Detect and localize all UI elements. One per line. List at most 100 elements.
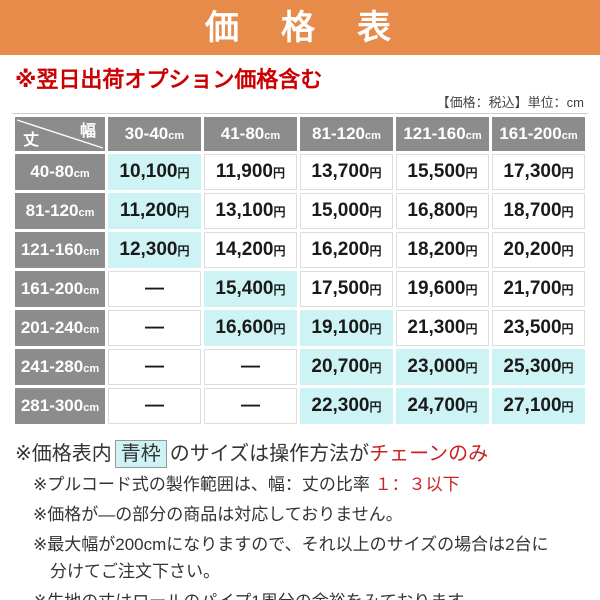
table-row: 81-120cm 11,200円 13,100円 15,000円 16,800円… (15, 192, 585, 229)
row-header: 241-280cm (15, 348, 105, 385)
price-cell: 16,600円 (203, 309, 297, 346)
row-header: 161-200cm (15, 270, 105, 307)
price-amount: ― (144, 394, 164, 416)
price-cell: 15,000円 (299, 192, 393, 229)
row-header: 81-120cm (15, 192, 105, 229)
price-unit: 円 (561, 282, 574, 297)
price-amount: 16,200 (311, 238, 370, 260)
price-amount: 19,100 (311, 316, 370, 338)
price-unit: 円 (561, 243, 574, 258)
title-banner: 価 格 表 (0, 0, 600, 55)
notice-text: ※翌日出荷オプション価格含む (15, 67, 323, 92)
price-unit: 円 (273, 165, 286, 180)
price-cell: ― (203, 348, 297, 385)
price-unit: 円 (465, 243, 478, 258)
price-amount: 18,700 (503, 199, 562, 221)
price-cell: 22,300円 (299, 387, 393, 424)
note-line-dash: ※価格が―の部分の商品は対応しておりません。 (33, 505, 403, 525)
price-unit: 円 (273, 204, 286, 219)
price-cell: 17,300円 (491, 153, 585, 190)
price-amount: 11,200 (119, 199, 177, 221)
price-amount: 19,600 (407, 277, 466, 299)
table-row: 281-300cm ― ― 22,300円 24,700円 27,100円 (15, 387, 585, 424)
price-cell: 11,200円 (107, 192, 201, 229)
price-unit: 円 (465, 204, 478, 219)
price-cell: 19,100円 (299, 309, 393, 346)
price-cell: 13,700円 (299, 153, 393, 190)
price-amount: 13,700 (311, 160, 370, 182)
price-amount: 17,300 (503, 160, 562, 182)
price-cell: 17,500円 (299, 270, 393, 307)
price-amount: 17,500 (311, 277, 370, 299)
price-amount: 21,300 (407, 316, 466, 338)
row-header: 121-160cm (15, 231, 105, 268)
price-amount: 13,100 (215, 199, 274, 221)
price-cell: 12,300円 (107, 231, 201, 268)
price-cell: ― (203, 387, 297, 424)
price-unit: 円 (465, 282, 478, 297)
price-unit: 円 (465, 399, 478, 414)
price-cell: ― (107, 387, 201, 424)
table-row: 40-80cm 10,100円 11,900円 13,700円 15,500円 … (15, 153, 585, 190)
col-header: 41-80cm (203, 116, 297, 151)
corner-cell: 幅 丈 (15, 116, 105, 151)
price-cell: 23,500円 (491, 309, 585, 346)
price-cell: 11,900円 (203, 153, 297, 190)
price-cell: 23,000円 (395, 348, 489, 385)
price-amount: 23,500 (503, 316, 562, 338)
price-unit: 円 (177, 165, 190, 180)
price-unit: 円 (369, 282, 382, 297)
price-unit: 円 (273, 282, 286, 297)
ratio-text: １：３以下 (374, 474, 460, 494)
price-cell: 16,200円 (299, 231, 393, 268)
price-unit: 円 (465, 165, 478, 180)
height-axis-label: 丈 (23, 131, 40, 149)
col-header: 121-160cm (395, 116, 489, 151)
price-amount: 12,300 (119, 238, 178, 260)
price-unit: 円 (369, 360, 382, 375)
price-unit: 円 (465, 360, 478, 375)
price-caption: 【価格：税込】単位：cm (436, 95, 584, 111)
price-amount: 25,300 (503, 355, 562, 377)
price-cell: 21,700円 (491, 270, 585, 307)
price-cell: 27,100円 (491, 387, 585, 424)
table-row: 241-280cm ― ― 20,700円 23,000円 25,300円 (15, 348, 585, 385)
price-cell: 21,300円 (395, 309, 489, 346)
diagonal-line (16, 119, 104, 149)
price-amount: 11,900 (215, 160, 273, 182)
price-amount: ― (240, 394, 260, 416)
price-amount: 27,100 (503, 394, 562, 416)
price-unit: 円 (561, 204, 574, 219)
row-header: 40-80cm (15, 153, 105, 190)
price-amount: 22,300 (311, 394, 370, 416)
price-amount: 16,600 (215, 316, 274, 338)
price-unit: 円 (369, 321, 382, 336)
price-cell: 13,100円 (203, 192, 297, 229)
price-amount: 15,400 (215, 277, 274, 299)
col-header: 30-40cm (107, 116, 201, 151)
note-line-pullcord: ※プルコード式の製作範囲は、幅：丈の比率 １：３以下 (33, 474, 460, 494)
price-unit: 円 (273, 243, 286, 258)
price-amount: 16,800 (407, 199, 466, 221)
price-amount: 15,000 (311, 199, 370, 221)
price-unit: 円 (369, 399, 382, 414)
note-line-maxwidth-cont: 分けてご注文下さい。 (50, 561, 220, 581)
note-line-chain: ※価格表内 青枠 のサイズは操作方法がチェーンのみ (15, 439, 585, 468)
price-unit: 円 (369, 204, 382, 219)
price-cell: 14,200円 (203, 231, 297, 268)
price-unit: 円 (369, 165, 382, 180)
row-header: 201-240cm (15, 309, 105, 346)
price-amount: 20,700 (311, 355, 370, 377)
price-amount: 23,000 (407, 355, 466, 377)
price-amount: 10,100 (119, 160, 178, 182)
price-amount: ― (240, 355, 260, 377)
price-cell: ― (107, 270, 201, 307)
notes-section: ※価格表内 青枠 のサイズは操作方法がチェーンのみ ※プルコード式の製作範囲は、幅：… (15, 439, 585, 600)
note-line-fabric: ※生地の丈はロールのパイプ1周分の余裕をみております。 (33, 589, 585, 600)
price-cell: 25,300円 (491, 348, 585, 385)
price-cell: ― (107, 309, 201, 346)
price-amount: 24,700 (407, 394, 466, 416)
note-line-maxwidth: ※最大幅が200cmになりますので、それ以上のサイズの場合は2台に (33, 535, 549, 555)
price-unit: 円 (561, 399, 574, 414)
price-amount: ― (144, 355, 164, 377)
